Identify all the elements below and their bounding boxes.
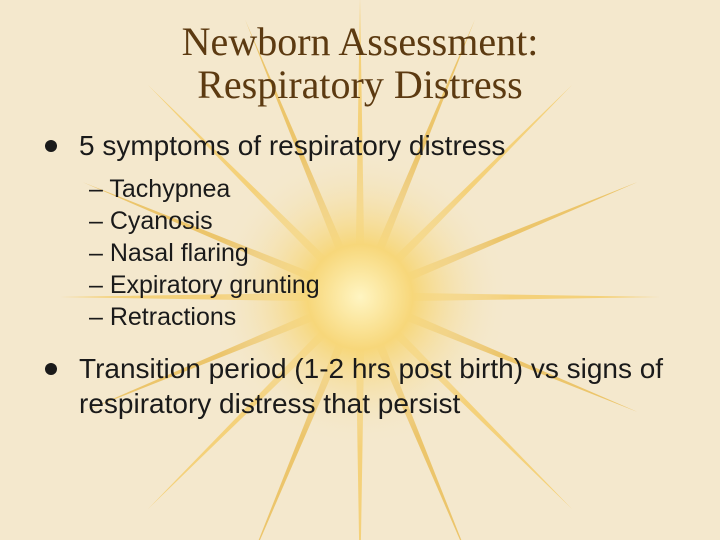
sub-bullet-item: – Tachypnea (89, 173, 675, 205)
title-line-1: Newborn Assessment: (182, 19, 539, 64)
slide-title: Newborn Assessment: Respiratory Distress (45, 20, 675, 106)
bullet-item: 5 symptoms of respiratory distress – Tach… (45, 128, 675, 333)
slide-content: Newborn Assessment: Respiratory Distress… (0, 0, 720, 421)
bullet-text: Transition period (1-2 hrs post birth) v… (79, 353, 663, 419)
title-line-2: Respiratory Distress (197, 62, 523, 107)
bullet-item: Transition period (1-2 hrs post birth) v… (45, 351, 675, 421)
sub-bullet-item: – Nasal flaring (89, 237, 675, 269)
sub-bullet-item: – Retractions (89, 301, 675, 333)
sub-bullet-item: – Expiratory grunting (89, 269, 675, 301)
sub-bullet-item: – Cyanosis (89, 205, 675, 237)
bullet-text: 5 symptoms of respiratory distress (79, 130, 505, 161)
sub-bullet-list: – Tachypnea– Cyanosis– Nasal flaring– Ex… (89, 173, 675, 333)
bullet-list: 5 symptoms of respiratory distress – Tach… (45, 128, 675, 421)
